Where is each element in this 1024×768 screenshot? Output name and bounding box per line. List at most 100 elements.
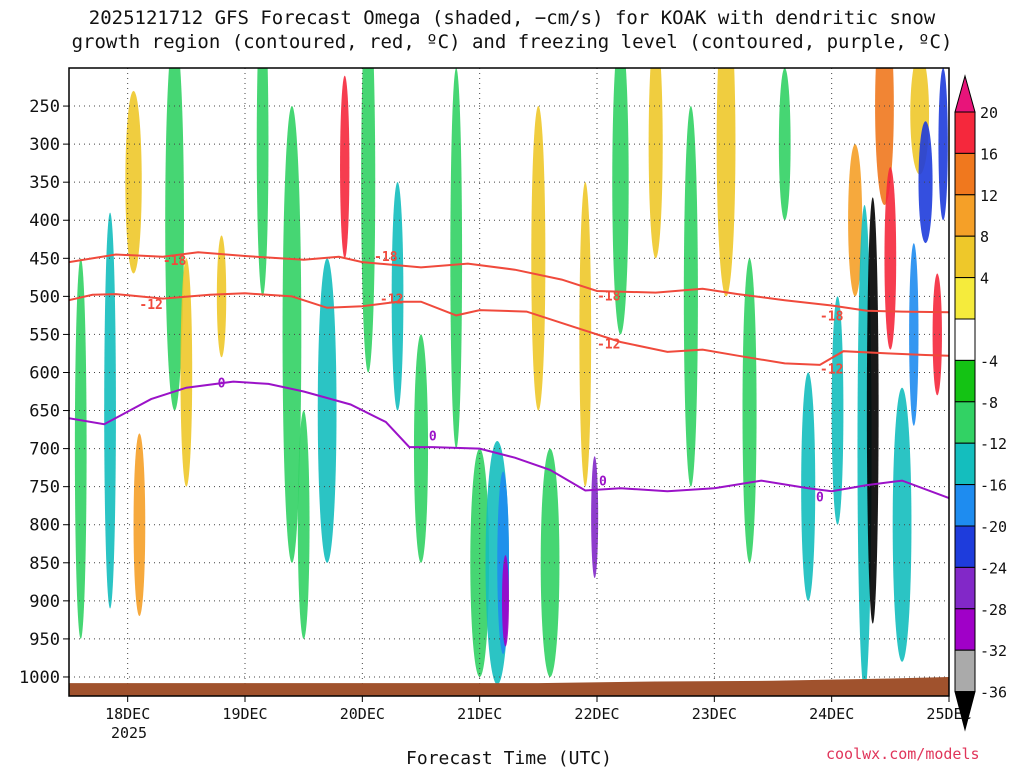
omega-blob-40 [918, 121, 933, 244]
grid-lines [69, 68, 949, 696]
colorbar-legend: 20 16 12 8 4 -4 -8 -12 -16 -20 -24 -28 -32 -36 [954, 74, 1007, 732]
y-tick-label-950: 950 [29, 630, 60, 650]
y-tick-label-250: 250 [29, 97, 60, 117]
terrain-fill [69, 677, 949, 696]
x-year-label: 2025 [111, 724, 147, 742]
x-tick-label-23DEC: 23DEC [692, 705, 737, 723]
colorbar-arrow-bottom [954, 691, 976, 732]
colorbar-label-0: 20 [980, 104, 998, 122]
omega-blob-2 [125, 90, 142, 274]
x-tick-label-19DEC: 19DEC [222, 705, 267, 723]
contour-label-0-2: -18 [597, 290, 621, 305]
contour-label-2-1: 0 [429, 430, 437, 445]
colorbar-label-13: -36 [980, 684, 1007, 702]
omega-blob-0 [74, 258, 87, 639]
omega-blob-10 [317, 258, 337, 563]
y-tick-label-700: 700 [29, 440, 60, 460]
y-axis: 250 300 350 400 450 500 550 600 650 700 750 800 850 9… [19, 97, 69, 688]
omega-blob-19 [501, 555, 510, 647]
y-tick-label-350: 350 [29, 173, 60, 193]
y-tick-label-1000: 1000 [19, 668, 60, 688]
omega-blob-15 [450, 68, 463, 449]
colorbar-label-2: 12 [980, 187, 998, 205]
contour-label-0-1: -18 [374, 250, 398, 265]
omega-blob-38 [909, 243, 919, 426]
omega-blob-12 [361, 68, 376, 373]
y-tick-label-400: 400 [29, 211, 60, 231]
omega-blob-14 [413, 334, 429, 563]
colorbar-label-12: -32 [980, 642, 1007, 660]
omega-blob-36 [884, 166, 897, 350]
omega-blob-20 [531, 106, 546, 411]
omega-blob-34 [866, 197, 879, 624]
omega-blob-25 [648, 68, 663, 259]
contour-label-1-0: -12 [139, 298, 162, 313]
omega-blob-6 [216, 235, 227, 358]
omega-blob-27 [716, 68, 736, 297]
colorbar-swatch-5 [954, 277, 976, 320]
colorbar-label-1: 16 [980, 145, 998, 163]
omega-blob-30 [801, 372, 816, 601]
y-tick-label-850: 850 [29, 554, 60, 574]
omega-blob-13 [391, 182, 404, 411]
colorbar-label-10: -24 [980, 559, 1007, 577]
colorbar-label-6: -8 [980, 394, 998, 412]
omega-blob-23 [591, 456, 599, 579]
chart-title-line-2: growth region (contoured, red, ºC) and f… [71, 31, 953, 53]
x-axis-label: Forecast Time (UTC) [406, 748, 612, 768]
chart-title: 2025121712 GFS Forecast Omega (shaded, −… [0, 6, 1024, 54]
y-tick-label-600: 600 [29, 363, 60, 383]
colorbar-swatch-1 [954, 111, 976, 154]
x-tick-label-20DEC: 20DEC [340, 705, 385, 723]
omega-blob-9 [297, 410, 310, 639]
omega-blob-42 [938, 68, 948, 221]
colorbar-label-3: 8 [980, 228, 989, 246]
chart-title-line-1: 2025121712 GFS Forecast Omega (shaded, −… [88, 7, 936, 29]
x-tick-label-18DEC: 18DEC [105, 705, 150, 723]
y-tick-label-550: 550 [29, 325, 60, 345]
contour-line-0 [69, 251, 949, 314]
contour-label-2-2: 0 [599, 475, 607, 490]
x-tick-label-24DEC: 24DEC [809, 705, 854, 723]
y-tick-label-500: 500 [29, 287, 60, 307]
plot-background [69, 68, 949, 696]
colorbar-swatch-3 [954, 194, 976, 237]
colorbar-label-7: -12 [980, 435, 1007, 453]
contour-label-1-2: -12 [597, 338, 620, 353]
credit-link[interactable]: coolwx.com/models [826, 745, 980, 763]
colorbar-swatch-12 [954, 566, 976, 610]
omega-blob-8 [282, 106, 302, 563]
omega-blob-32 [848, 144, 863, 297]
x-axis: 18DEC 19DEC 20DEC 21DEC 22DEC 23DEC 24DEC 25DEC [105, 696, 972, 723]
y-tick-label-800: 800 [29, 516, 60, 536]
contour-line-1 [69, 292, 949, 366]
colorbar-swatch-8 [954, 401, 976, 444]
colorbar-label-8: -16 [980, 477, 1007, 495]
contour-label-0-3: -18 [820, 309, 844, 324]
omega-blob-1 [104, 212, 116, 609]
omega-blob-11 [340, 75, 350, 259]
omega-blob-41 [932, 273, 942, 396]
contour-label-2-3: 0 [816, 491, 824, 506]
colorbar-swatch-7 [954, 359, 976, 403]
colorbar-arrow-top [954, 74, 976, 113]
contour-lines: -18 -18 -18 -18 -12 -12 -12 -12 0 0 0 0 [69, 250, 949, 506]
colorbar-label-5: -4 [980, 352, 998, 370]
y-tick-label-650: 650 [29, 402, 60, 422]
omega-blob-7 [256, 68, 269, 297]
plot-frame [68, 67, 950, 697]
contour-label-1-1: -12 [380, 293, 403, 308]
colorbar-label-4: 4 [980, 270, 989, 288]
contour-line-2 [69, 380, 949, 500]
colorbar-swatch-11 [954, 525, 976, 568]
omega-blob-4 [165, 68, 184, 411]
colorbar-swatch-2 [954, 152, 976, 196]
omega-blob-26 [683, 106, 698, 487]
contour-label-2-0: 0 [218, 376, 226, 391]
colorbar-label-9: -20 [980, 518, 1007, 536]
colorbar-swatch-9 [954, 442, 976, 486]
colorbar-swatch-14 [954, 649, 976, 693]
y-tick-label-300: 300 [29, 135, 60, 155]
y-tick-label-900: 900 [29, 592, 60, 612]
